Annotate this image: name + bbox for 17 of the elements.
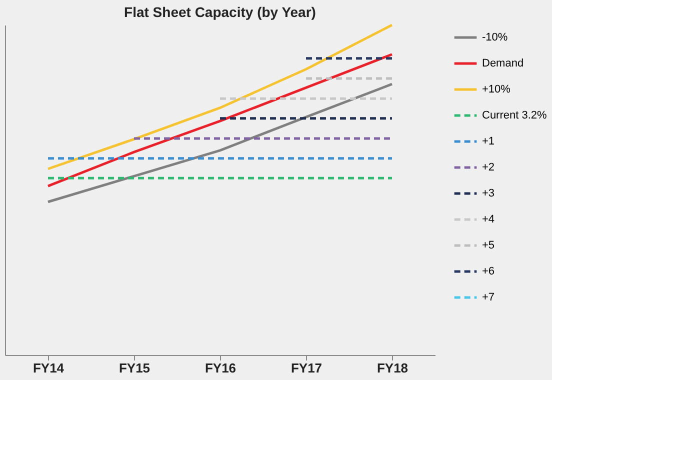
legend-label: +10% [482,84,511,96]
legend-label: Demand [482,58,524,70]
legend-label: +6 [482,266,495,278]
x-tick-label: FY14 [32,360,65,376]
legend-label: +3 [482,188,495,200]
legend-label: Current 3.2% [482,110,548,122]
legend-label: +4 [482,214,495,226]
x-tick-label: FY18 [376,360,408,376]
x-tick-label: FY17 [290,360,322,376]
chart-title: Flat Sheet Capacity (by Year) [124,4,316,20]
legend-label: -10% [482,32,508,44]
legend-label: +5 [482,240,495,252]
legend-label: +1 [482,136,495,148]
x-tick-label: FY16 [204,360,236,376]
legend-label: +2 [482,162,495,174]
legend-label: +7 [482,292,495,304]
x-tick-label: FY15 [118,360,150,376]
